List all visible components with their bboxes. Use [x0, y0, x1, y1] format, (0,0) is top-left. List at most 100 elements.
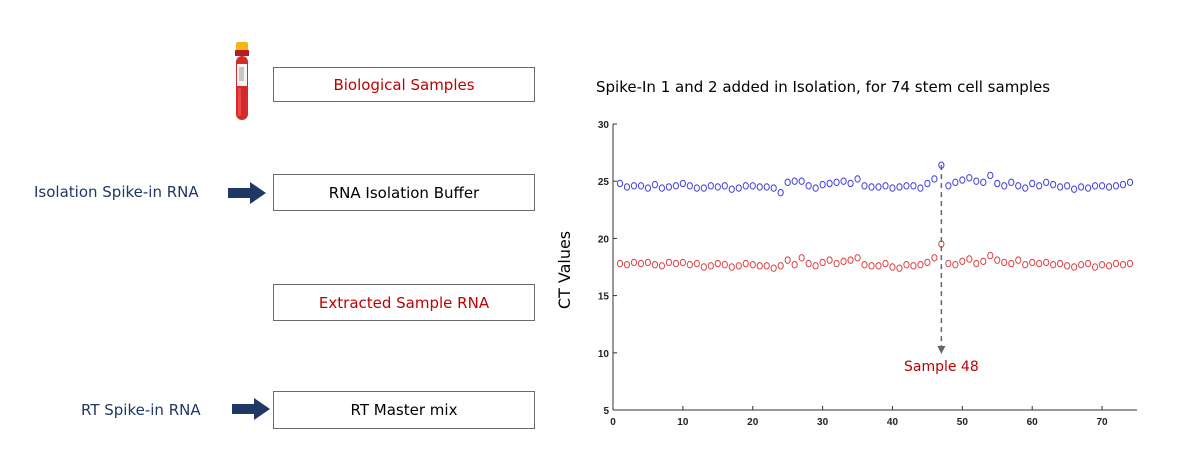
data-point [987, 251, 994, 260]
data-point [1036, 259, 1043, 268]
data-point [686, 182, 693, 190]
data-point [847, 256, 854, 264]
data-point [1036, 182, 1043, 190]
data-point [1105, 262, 1113, 270]
data-point [945, 259, 952, 268]
data-point [637, 182, 645, 190]
arrow-right-icon [228, 182, 266, 204]
data-point [721, 182, 728, 190]
step-biological-samples: Biological Samples [273, 67, 535, 102]
x-tick-label: 20 [747, 417, 759, 428]
x-tick-label: 70 [1097, 417, 1109, 428]
data-point [889, 263, 896, 271]
data-point [728, 185, 735, 193]
data-point [1008, 259, 1015, 268]
data-point [931, 175, 938, 183]
data-point [959, 176, 966, 184]
data-point [735, 262, 742, 270]
data-point [854, 254, 861, 262]
data-point [952, 261, 959, 269]
data-point [1119, 261, 1127, 269]
data-point [966, 255, 973, 263]
data-point [966, 174, 973, 182]
data-point [861, 182, 868, 190]
data-point [700, 184, 707, 192]
data-point [1071, 185, 1078, 193]
data-point [833, 178, 840, 187]
data-point [1050, 180, 1057, 189]
arrow-right-icon [232, 398, 270, 420]
data-point [917, 261, 924, 269]
data-point [1050, 261, 1057, 269]
data-point [707, 182, 714, 190]
data-point [1064, 262, 1071, 270]
data-point [651, 261, 659, 269]
data-point [777, 188, 784, 197]
data-point [1057, 183, 1064, 191]
data-point [868, 183, 875, 191]
data-point [756, 183, 763, 191]
data-point [770, 184, 777, 192]
y-tick-label: 30 [598, 120, 610, 131]
data-point [658, 184, 666, 192]
data-point [987, 171, 994, 180]
data-point [756, 262, 763, 270]
data-point [658, 262, 666, 270]
data-point [784, 256, 791, 264]
data-point [763, 262, 770, 270]
data-point [917, 184, 924, 192]
data-point [875, 183, 882, 191]
x-tick-label: 10 [677, 417, 689, 428]
data-point [973, 259, 980, 268]
isolation-spike-in-label: Isolation Spike-in RNA [34, 183, 199, 201]
data-point [791, 261, 798, 269]
data-point [1057, 259, 1064, 268]
data-point [637, 259, 645, 268]
data-point [742, 259, 749, 268]
y-tick-label: 10 [598, 349, 610, 360]
data-point [1015, 182, 1022, 190]
data-point [770, 264, 777, 272]
data-point [924, 179, 931, 188]
data-point [1029, 258, 1036, 267]
data-point [1029, 179, 1036, 188]
chart-title: Spike-In 1 and 2 added in Isolation, for… [596, 78, 1050, 96]
data-point [1112, 259, 1120, 268]
data-point [721, 261, 728, 269]
data-point [826, 256, 833, 264]
data-point [693, 184, 700, 192]
data-point [1119, 180, 1127, 189]
data-point [952, 178, 959, 187]
step-rt-master-mix: RT Master mix [273, 391, 535, 429]
step-rna-isolation-buffer: RNA Isolation Buffer [273, 174, 535, 211]
y-tick-label: 15 [598, 292, 610, 303]
data-point [994, 179, 1001, 188]
data-point [749, 182, 756, 190]
x-tick-label: 30 [817, 417, 829, 428]
data-point [1071, 263, 1078, 271]
data-point [945, 182, 952, 190]
data-point [1091, 182, 1099, 190]
data-point [875, 262, 882, 270]
annotation-label: Sample 48 [904, 359, 979, 375]
annotations: Sample 48 [904, 165, 979, 375]
data-point [623, 261, 631, 269]
data-point [693, 259, 700, 268]
annotation-arrowhead [937, 345, 946, 354]
data-point [805, 182, 812, 190]
x-tick-label: 0 [610, 417, 616, 428]
data-point [973, 177, 980, 185]
data-points [616, 161, 1134, 272]
data-point [840, 177, 847, 185]
data-point [882, 182, 889, 190]
data-point [665, 183, 672, 191]
axes: 5 10 15 20 25 30 0 10 20 30 40 50 60 70 [598, 120, 1137, 428]
data-point [910, 182, 917, 190]
data-point [679, 179, 686, 188]
data-point [630, 182, 638, 190]
data-point [1084, 184, 1092, 192]
data-point [1098, 182, 1106, 190]
step-label: RNA Isolation Buffer [328, 183, 480, 202]
data-point [672, 259, 679, 268]
